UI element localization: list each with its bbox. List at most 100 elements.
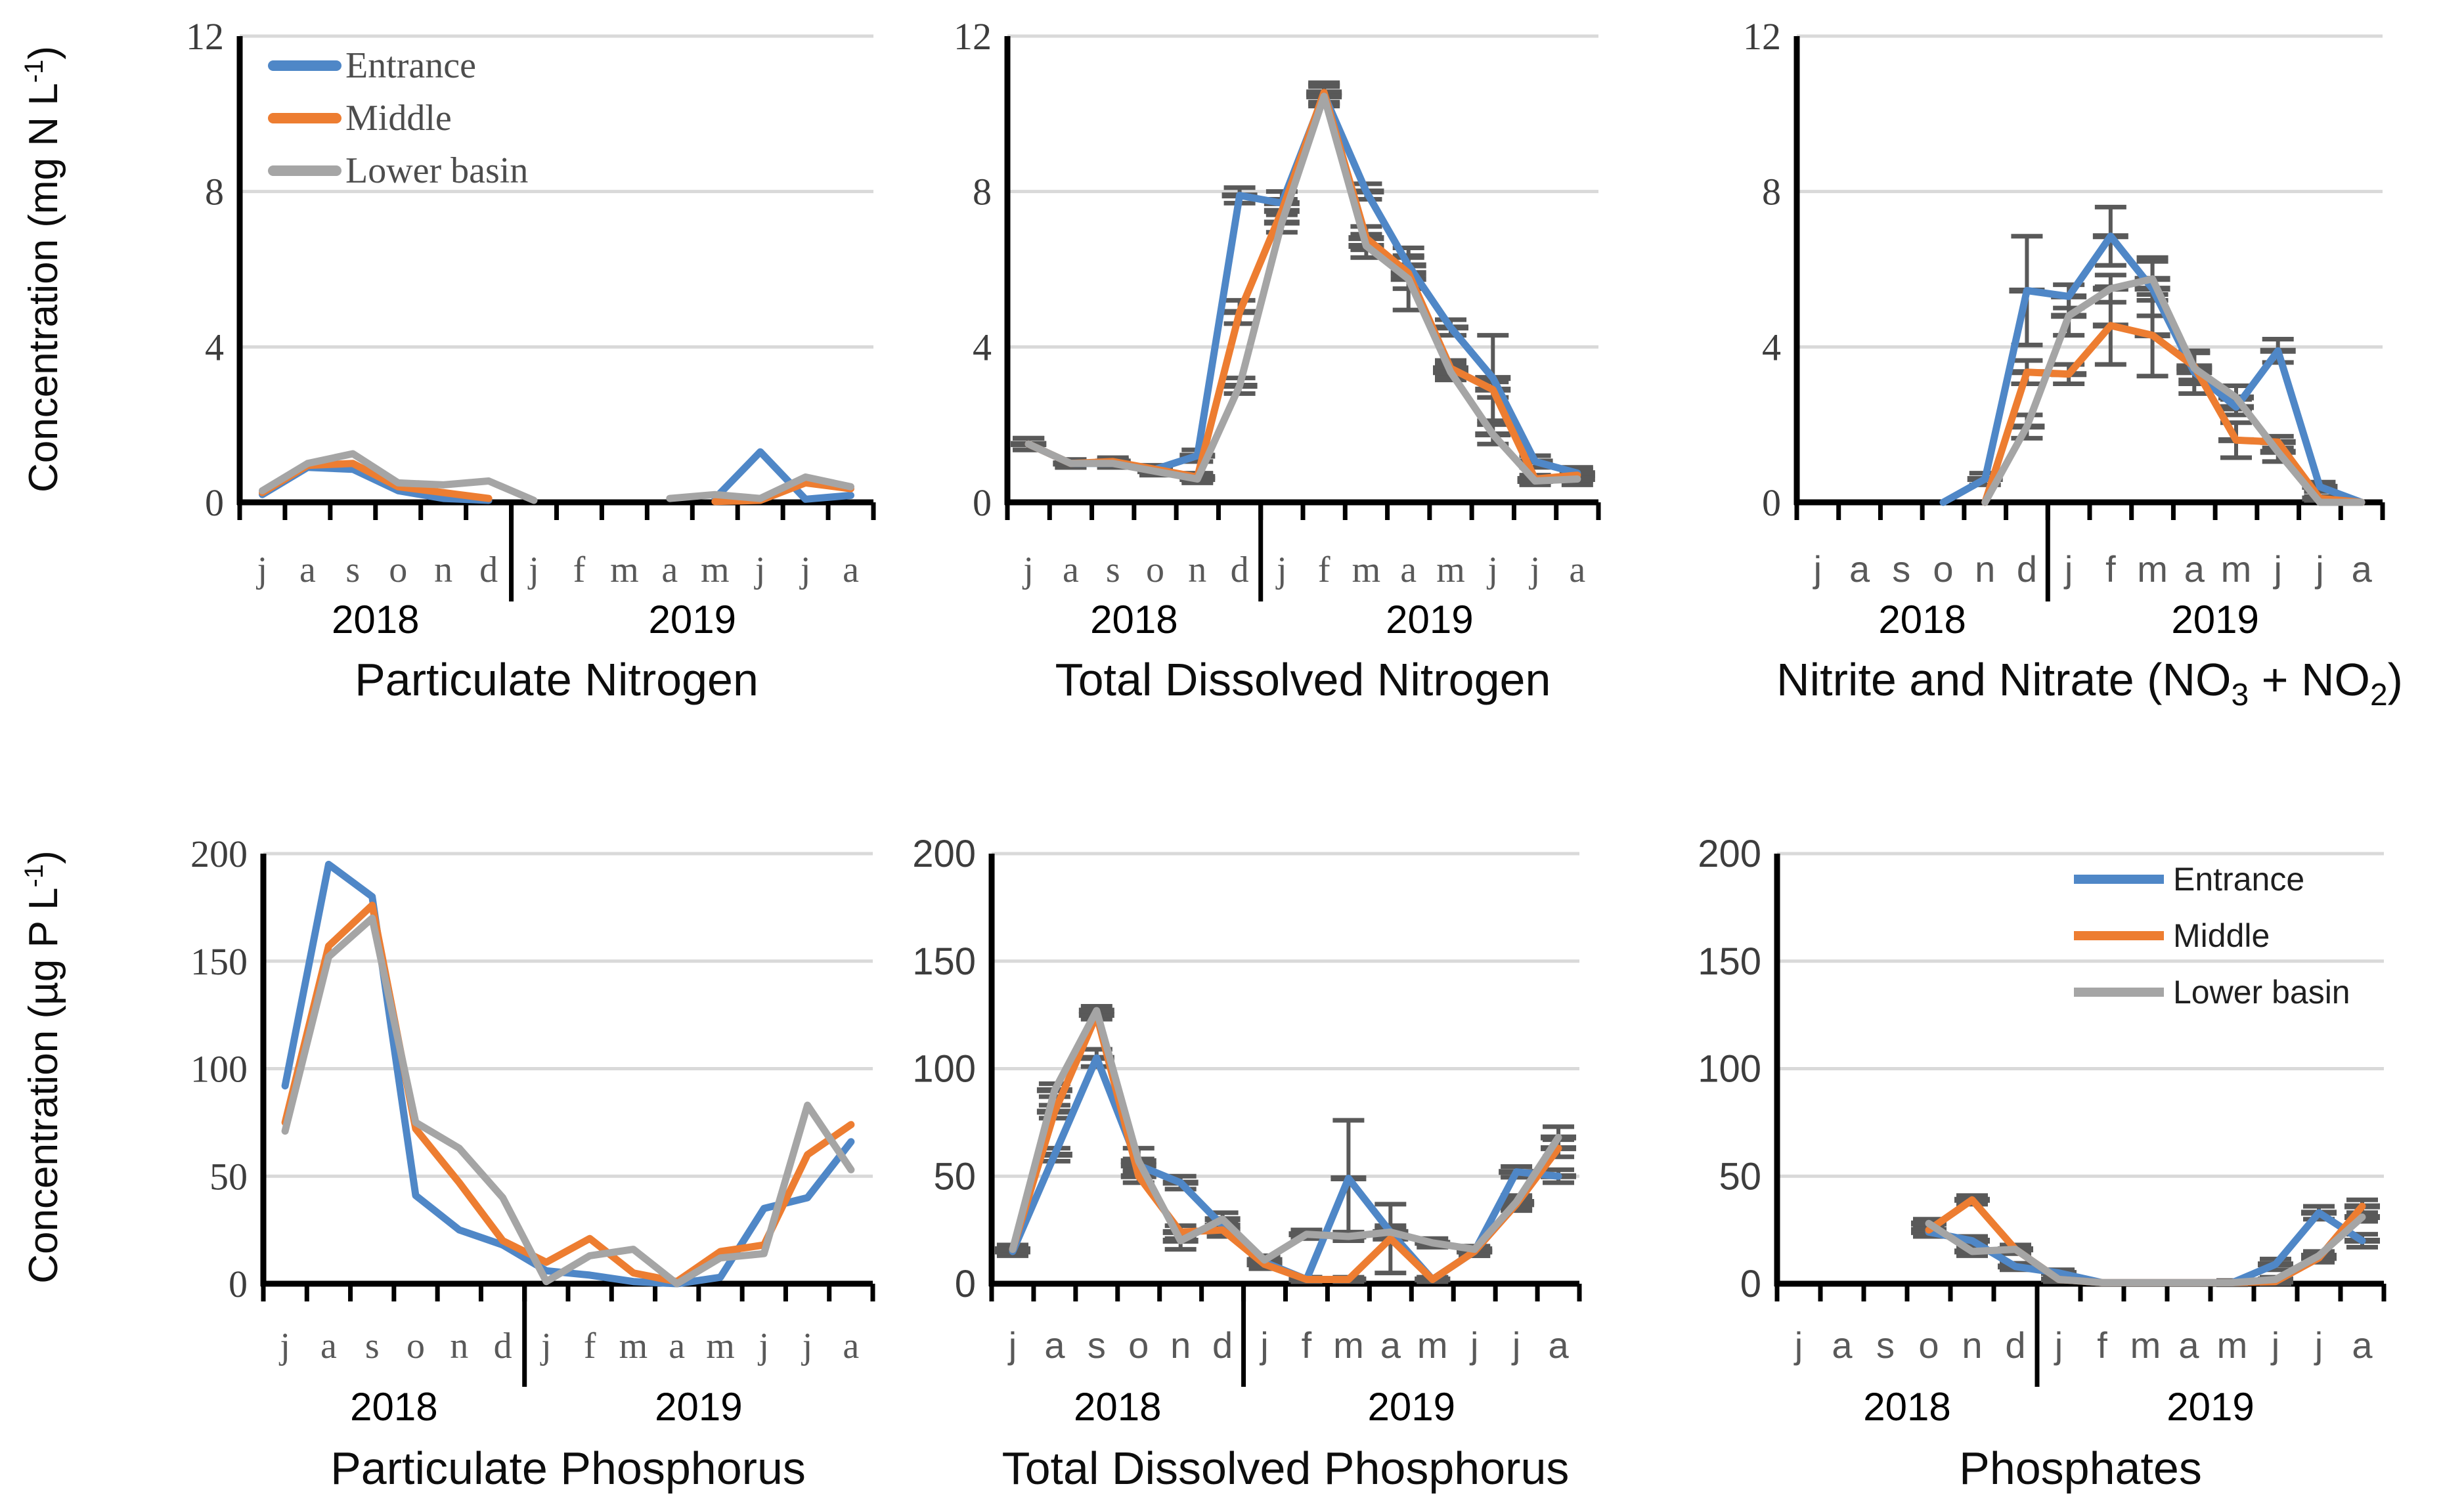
series-line-entrance: [259, 448, 854, 504]
y-tick-label: 12: [1743, 15, 1781, 58]
month-label: j: [2270, 1324, 2279, 1366]
month-label: j: [540, 1326, 552, 1366]
month-label: a: [1063, 550, 1079, 590]
month-label: f: [1318, 550, 1331, 590]
chart-title-particulate-phosphorus: Particulate Phosphorus: [330, 1443, 806, 1494]
month-label: j: [799, 550, 811, 590]
y-tick-label: 200: [190, 833, 248, 875]
y-tick-label: 4: [973, 326, 992, 368]
chart-title-total-dissolved-nitrogen: Total Dissolved Nitrogen: [1055, 654, 1551, 705]
title-text-segment: + NO: [2249, 654, 2370, 705]
month-label: f: [2097, 1324, 2107, 1366]
month-label: j: [1529, 550, 1541, 590]
month-label: m: [2137, 548, 2168, 590]
month-label: n: [1962, 1324, 1982, 1366]
y-tick-label: 0: [955, 1263, 976, 1305]
month-label: o: [1933, 548, 1953, 590]
month-label: m: [2217, 1324, 2248, 1366]
month-label: m: [706, 1326, 735, 1366]
y-tick-label: 4: [205, 326, 224, 368]
month-label: j: [1793, 1324, 1803, 1366]
legend-item-lower-basin: Lower basin: [2074, 973, 2350, 1011]
y-tick-label: 200: [1698, 833, 1761, 875]
month-label: j: [2054, 1324, 2063, 1366]
month-label: a: [843, 1326, 859, 1366]
series-line-lower-basin: [1981, 275, 2365, 506]
month-label: o: [1146, 550, 1164, 590]
month-label: a: [669, 1326, 685, 1366]
series-line-lower-basin: [1024, 93, 1581, 485]
y-tick-label: 100: [912, 1048, 976, 1091]
month-label: j: [278, 1326, 290, 1366]
y-tick-label: 0: [205, 481, 224, 524]
legend-label: Middle: [2173, 917, 2270, 954]
title-text-segment: 2: [2369, 678, 2388, 712]
series-line-lower-basin: [259, 450, 854, 504]
month-label: j: [1007, 1324, 1017, 1366]
month-label: s: [1876, 1324, 1895, 1366]
month-label: j: [527, 550, 539, 590]
y-tick-label: 150: [190, 940, 248, 983]
year-label-2019: 2019: [1386, 598, 1473, 642]
month-label: n: [434, 550, 452, 590]
month-label: m: [1436, 550, 1465, 590]
month-label: a: [2184, 548, 2205, 590]
year-label-2018: 2018: [1090, 598, 1177, 642]
month-label: o: [389, 550, 407, 590]
y-tick-label: 4: [1762, 326, 1781, 368]
month-label: m: [619, 1326, 648, 1366]
month-label: s: [1106, 550, 1120, 590]
month-label: n: [450, 1326, 468, 1366]
title-text-segment: ): [2387, 654, 2403, 705]
legend-item-middle: Middle: [2074, 917, 2270, 955]
year-label-2019: 2019: [2167, 1385, 2254, 1429]
month-label: d: [1212, 1324, 1233, 1366]
month-label: n: [1188, 550, 1206, 590]
month-label: s: [345, 550, 360, 590]
month-label: j: [801, 1326, 813, 1366]
month-label: m: [2221, 548, 2252, 590]
month-label: o: [407, 1326, 425, 1366]
y-tick-label: 8: [973, 171, 992, 213]
y-tick-label: 0: [1740, 1263, 1761, 1305]
title-text-segment: Concentration (mg N L: [20, 83, 66, 492]
month-label: f: [1302, 1324, 1312, 1366]
year-label-2019: 2019: [2171, 598, 2258, 642]
legend-swatch: [2074, 988, 2164, 997]
month-label: o: [1128, 1324, 1149, 1366]
month-label: j: [754, 550, 766, 590]
y-tick-label: 100: [1698, 1048, 1761, 1091]
month-label: j: [2314, 548, 2323, 590]
month-label: a: [299, 550, 316, 590]
series-line-lower-basin: [1925, 1213, 2366, 1286]
title-text-segment: -1: [20, 59, 49, 83]
series-line-lower-basin: [281, 914, 855, 1288]
chart-title-nitrite-and-nitrate: Nitrite and Nitrate (NO3 + NO2): [1776, 653, 2403, 713]
y-tick-label: 8: [1762, 171, 1781, 213]
month-label: a: [2352, 548, 2373, 590]
y-tick-label: 0: [1762, 481, 1781, 524]
month-label: s: [365, 1326, 380, 1366]
month-label: m: [701, 550, 730, 590]
month-label: d: [1231, 550, 1249, 590]
series-line-middle: [1009, 1011, 1562, 1283]
legend-label: Lower basin: [2173, 974, 2350, 1011]
month-label: a: [1569, 550, 1585, 590]
legend-item-entrance: Entrance: [268, 45, 476, 87]
y-tick-label: 150: [1698, 940, 1761, 983]
month-label: m: [610, 550, 639, 590]
y-tick-label: 12: [954, 15, 992, 58]
month-label: n: [1975, 548, 1995, 590]
title-text-segment: Nitrite and Nitrate (NO: [1776, 654, 2232, 705]
legend-label: Entrance: [2173, 861, 2305, 898]
month-label: a: [1832, 1324, 1853, 1366]
month-label: d: [479, 550, 498, 590]
month-label: a: [1044, 1324, 1065, 1366]
year-label-2018: 2018: [1074, 1385, 1161, 1429]
y-tick-label: 150: [912, 940, 976, 983]
month-label: d: [2017, 548, 2037, 590]
legend-item-entrance: Entrance: [2074, 860, 2304, 898]
y-tick-label: 200: [912, 833, 976, 875]
